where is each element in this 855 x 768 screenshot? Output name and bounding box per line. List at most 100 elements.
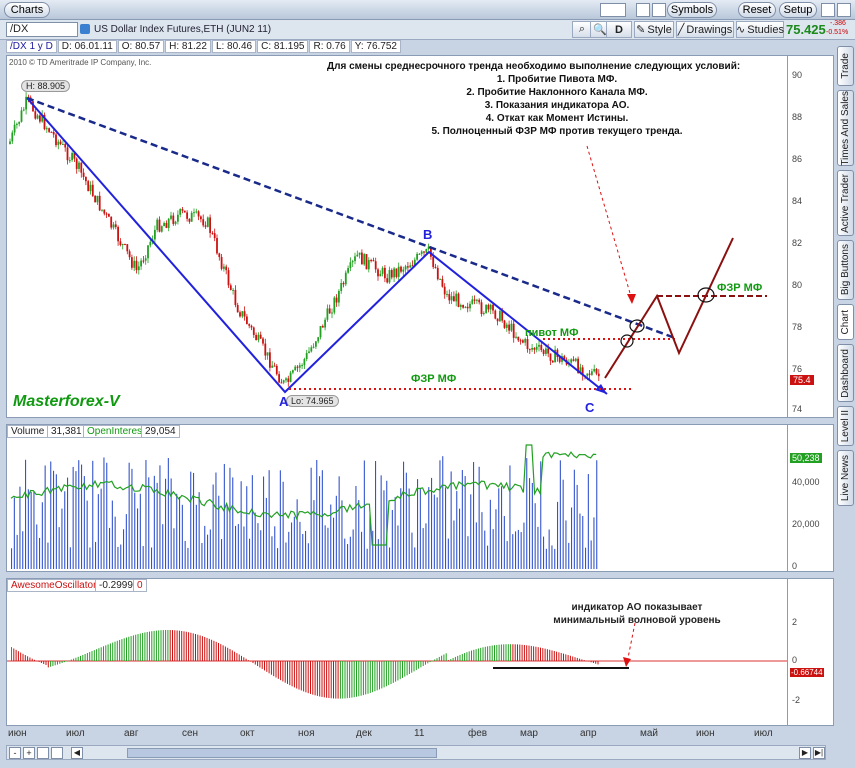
- zoom-out-icon[interactable]: -: [9, 747, 21, 759]
- ao-bar: [241, 655, 242, 661]
- ao-bar: [583, 660, 585, 661]
- candle-body: [328, 308, 331, 314]
- candle-body: [188, 218, 191, 222]
- tab-chart[interactable]: Chart: [837, 304, 854, 340]
- abc-wave-lines[interactable]: [26, 97, 608, 395]
- ao-bar: [289, 661, 291, 686]
- ao-bar: [434, 659, 436, 661]
- volume-chart[interactable]: [7, 425, 787, 571]
- price-axis[interactable]: 90 88 86 84 82 80 78 76 74 75.4: [788, 55, 834, 418]
- ao-bar: [96, 649, 98, 661]
- volume-bar: [41, 502, 43, 569]
- volume-bar: [86, 500, 88, 569]
- volume-bar: [139, 493, 141, 569]
- style-label: Style: [647, 23, 672, 36]
- tab-label: Live News: [840, 454, 851, 502]
- symbol-period[interactable]: /DX 1 y D: [6, 40, 57, 53]
- candle-body: [64, 143, 67, 148]
- candle-body: [342, 282, 345, 285]
- tab-big-buttons[interactable]: Big Buttons: [837, 240, 854, 300]
- candle-body: [126, 244, 129, 252]
- volume-bar: [453, 520, 455, 569]
- ao-bar: [183, 631, 185, 661]
- tab-trade[interactable]: Trade: [837, 46, 854, 86]
- scroll-right-icon[interactable]: ▶: [799, 747, 811, 759]
- tab-active-trader[interactable]: Active Trader: [837, 170, 854, 236]
- tab-live-news[interactable]: Live News: [837, 450, 854, 506]
- forecast-zigzag[interactable]: [604, 237, 734, 379]
- ao-axis[interactable]: 2 0 -0.66744 -2: [788, 578, 834, 726]
- candle-body: [202, 219, 205, 226]
- link-icon[interactable]: [652, 3, 666, 17]
- scroll-end-icon[interactable]: ▶|: [813, 747, 825, 759]
- maximize-icon[interactable]: [837, 3, 851, 17]
- ao-bar: [500, 644, 502, 661]
- ao-bar: [34, 659, 35, 661]
- price-pane[interactable]: 2010 © TD Ameritrade IP Company, Inc. H:…: [6, 55, 788, 418]
- volume-bar: [330, 504, 332, 569]
- charts-tab[interactable]: Charts: [4, 2, 50, 18]
- candle-body: [528, 349, 531, 351]
- ao-chart[interactable]: [7, 579, 787, 725]
- candle-body: [87, 181, 90, 192]
- style-button[interactable]: ✎ Style: [634, 21, 674, 38]
- candle-body: [167, 218, 170, 228]
- candle-body: [149, 241, 152, 246]
- price-chart[interactable]: [7, 56, 787, 417]
- candle-body: [195, 211, 198, 213]
- magnifier-icon[interactable]: [37, 747, 49, 759]
- ao-bar: [231, 650, 233, 661]
- fzr-right-label: ФЗР МФ: [717, 282, 763, 294]
- ao-bar: [188, 632, 190, 661]
- volume-pane[interactable]: Volume 31,381 OpenInterest 29,054: [6, 424, 788, 572]
- candle-body: [347, 268, 349, 273]
- volume-bar: [187, 547, 189, 569]
- ao-bar: [59, 661, 61, 664]
- minimize-icon[interactable]: [821, 3, 835, 17]
- time-axis[interactable]: июн июл авг сен окт ноя дек 11 фев мар а…: [6, 727, 788, 741]
- setup-button[interactable]: Setup: [779, 2, 817, 18]
- quick-input[interactable]: [600, 3, 626, 17]
- reset-button[interactable]: Reset: [738, 2, 776, 18]
- period-button[interactable]: D: [606, 21, 632, 38]
- volume-bar: [268, 470, 270, 569]
- ao-bar: [206, 637, 208, 661]
- candle-body: [388, 270, 391, 283]
- ao-pane[interactable]: AwesomeOscillator -0.2999 0 индикатор АО…: [6, 578, 788, 726]
- ao-bar: [323, 661, 325, 698]
- ao-bar: [204, 636, 206, 661]
- time-scrollbar-thumb[interactable]: [127, 748, 437, 758]
- volume-bar: [501, 486, 503, 569]
- pan-hand-icon[interactable]: [51, 747, 63, 759]
- tab-times-and-sales[interactable]: Times And Sales: [837, 90, 854, 166]
- candle-body: [535, 346, 538, 350]
- volume-bar: [349, 536, 351, 569]
- month-tick: окт: [240, 728, 255, 739]
- volume-axis[interactable]: 50,238 40,000 20,000 0: [788, 424, 834, 572]
- candle-body: [420, 251, 423, 254]
- tab-dashboard[interactable]: Dashboard: [837, 344, 854, 402]
- ao-bar: [208, 638, 210, 661]
- ao-bar: [438, 656, 440, 661]
- lock-icon[interactable]: [636, 3, 650, 17]
- ao-bar: [80, 655, 81, 661]
- symbols-button[interactable]: Symbols: [667, 2, 717, 18]
- candle-body: [156, 219, 159, 230]
- volume-bar: [204, 525, 206, 569]
- volume-bar: [33, 491, 35, 569]
- tab-level-ii[interactable]: Level II: [837, 406, 854, 446]
- candle-body: [524, 339, 527, 343]
- zoom-icon[interactable]: ⌕: [572, 21, 592, 38]
- volume-bar: [447, 538, 449, 569]
- candle-body: [400, 266, 402, 272]
- studies-button[interactable]: ∿ Studies: [736, 21, 784, 38]
- zoom-in-icon[interactable]: +: [23, 747, 35, 759]
- volume-bar: [125, 514, 127, 569]
- scroll-left-icon[interactable]: ◀: [71, 747, 83, 759]
- symbol-input[interactable]: /DX: [6, 22, 78, 37]
- volume-bar: [537, 526, 539, 569]
- drawings-button[interactable]: ╱ Drawings: [676, 21, 734, 38]
- candle-body: [11, 132, 14, 142]
- candle-body: [160, 226, 163, 232]
- dashed-trendline[interactable]: [26, 96, 676, 340]
